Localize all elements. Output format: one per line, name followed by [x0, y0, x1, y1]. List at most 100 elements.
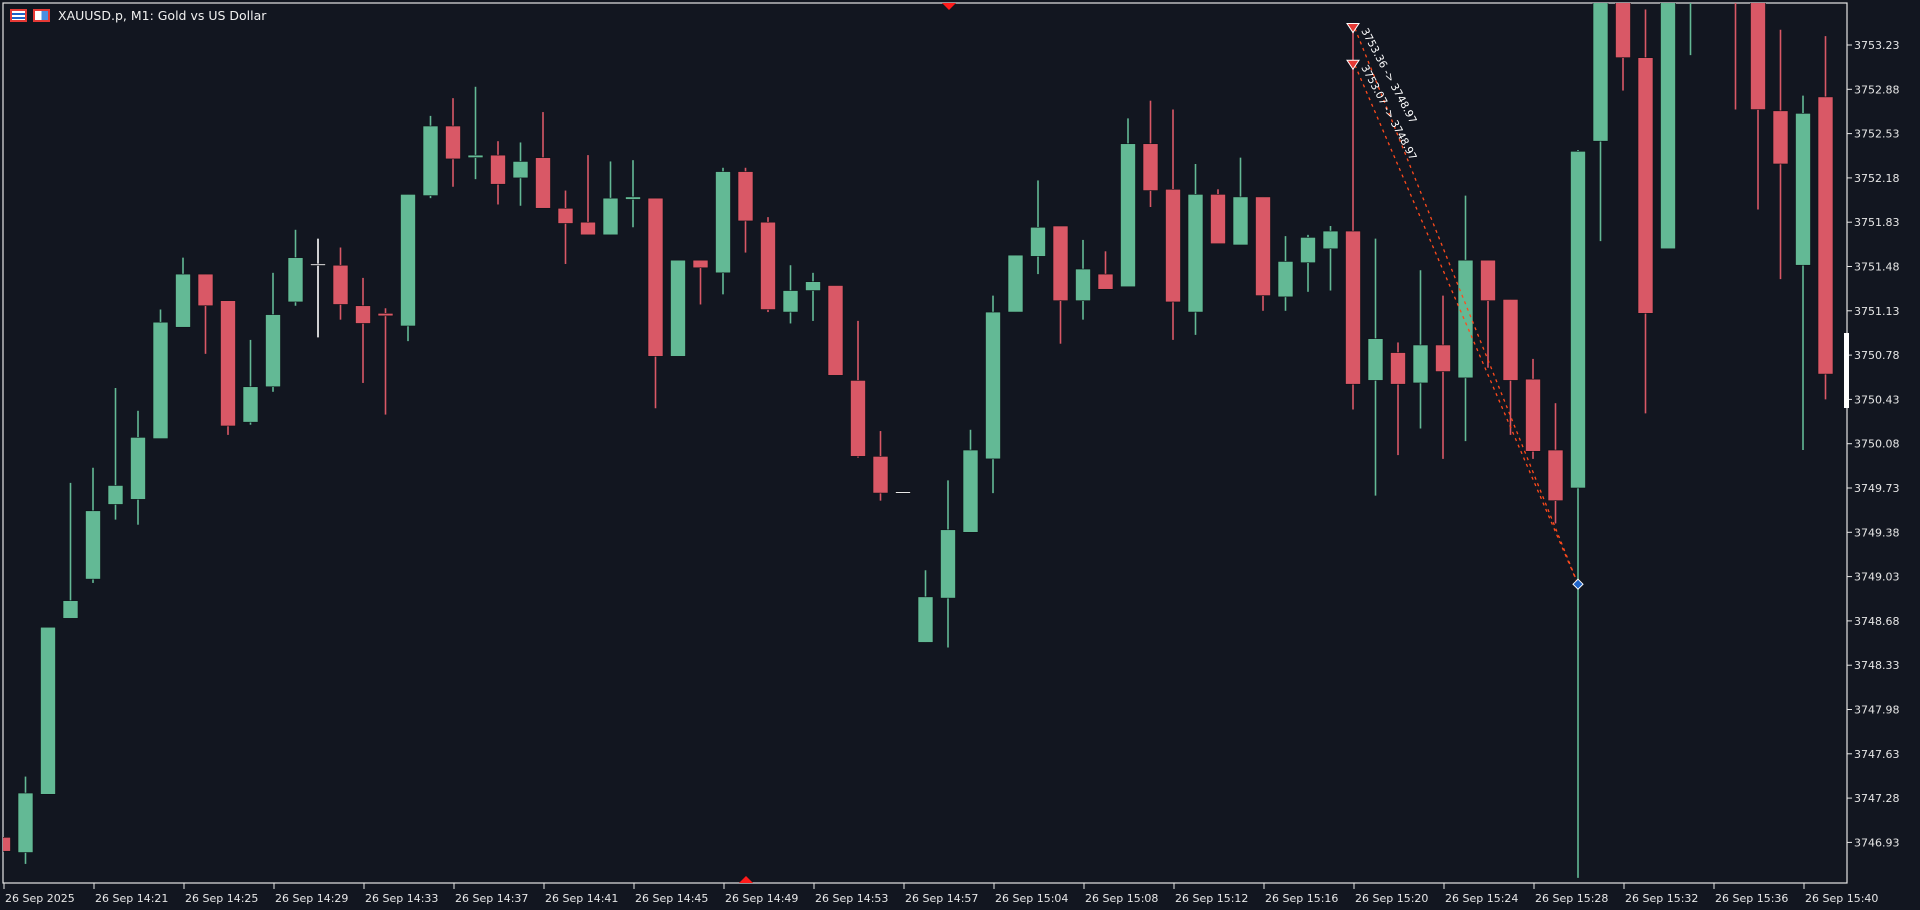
candle — [580, 155, 596, 236]
candle-body — [985, 311, 1001, 460]
candle — [557, 190, 574, 264]
candle-body — [1412, 344, 1429, 384]
candle — [782, 265, 799, 324]
price-tick-label: 3748.68 — [1854, 615, 1900, 628]
candle-body — [377, 313, 394, 317]
candle — [400, 194, 416, 342]
candle-body — [602, 197, 619, 236]
candle — [1570, 150, 1586, 878]
candle — [1120, 118, 1136, 288]
time-axis[interactable]: 26 Sep 2025 26 Sep 14:21 26 Sep 14:25 26 Se… — [3, 883, 1878, 905]
candle — [152, 309, 169, 439]
close-marker-icon[interactable] — [1572, 578, 1584, 590]
candle — [1075, 239, 1091, 320]
candle — [1592, 3, 1609, 242]
candle-body — [1007, 254, 1024, 313]
candle — [670, 259, 686, 357]
candle — [1367, 238, 1384, 496]
candle-body — [332, 264, 349, 305]
time-tick-label: 26 Sep 15:40 — [1805, 892, 1878, 905]
candle-body — [872, 456, 889, 494]
candle-body — [1367, 338, 1384, 381]
candle — [917, 570, 934, 643]
time-tick-label: 26 Sep 14:53 — [815, 892, 888, 905]
candle-body — [355, 305, 371, 324]
candle — [1660, 3, 1676, 250]
candle-body — [827, 285, 844, 376]
candle-body — [692, 259, 709, 269]
price-tick-label: 3749.38 — [1854, 526, 1900, 539]
candle-body — [1075, 268, 1091, 301]
chart-title-bar: XAUUSD.p, M1: Gold vs US Dollar — [10, 6, 266, 24]
candle — [872, 431, 889, 501]
price-tick-label: 3747.98 — [1854, 704, 1900, 717]
price-tick-label: 3749.73 — [1854, 482, 1900, 495]
candle — [1772, 29, 1789, 280]
candle-body — [1750, 3, 1766, 110]
candle-body — [1322, 230, 1339, 250]
candle — [512, 142, 529, 206]
candle — [85, 467, 101, 583]
time-tick-label: 26 Sep 15:24 — [1445, 892, 1518, 905]
period-marker-bottom-icon — [739, 876, 753, 883]
candle-body — [107, 485, 124, 505]
candle — [62, 482, 79, 619]
candle-body — [1390, 352, 1406, 385]
depth-of-market-icon[interactable] — [33, 8, 50, 22]
trade-line[interactable] — [1354, 64, 1579, 585]
candle-body — [422, 125, 439, 196]
price-tick-label: 3750.78 — [1854, 349, 1900, 362]
candle — [310, 238, 326, 338]
candle — [1525, 358, 1541, 459]
candle-body — [1232, 196, 1249, 246]
price-tick-label: 3752.88 — [1854, 83, 1900, 96]
candle-body — [1030, 226, 1046, 257]
candle — [535, 112, 551, 209]
candle — [1502, 299, 1519, 435]
candle — [377, 308, 394, 415]
price-tick-label: 3752.53 — [1854, 128, 1900, 141]
trade-line[interactable] — [1354, 28, 1579, 585]
candle — [175, 257, 191, 328]
candle-body — [220, 300, 236, 427]
candle — [1097, 251, 1114, 290]
candle — [1547, 403, 1564, 524]
candle — [1210, 189, 1226, 245]
candle-body — [512, 161, 529, 179]
candle-body — [625, 196, 641, 200]
candle — [1142, 100, 1159, 208]
candle-body — [1637, 57, 1654, 314]
time-tick-label: 26 Sep 15:04 — [995, 892, 1068, 905]
candle-body — [580, 221, 596, 236]
time-tick-label: 26 Sep 15:12 — [1175, 892, 1248, 905]
time-tick-label: 26 Sep 15:16 — [1265, 892, 1338, 905]
plot-frame — [2, 2, 1848, 884]
time-tick-label: 26 Sep 15:36 — [1715, 892, 1788, 905]
candle — [692, 259, 709, 305]
candle — [1615, 3, 1631, 91]
candle-body — [782, 290, 799, 313]
candle — [1390, 342, 1406, 456]
sell-arrow-icon[interactable] — [1346, 23, 1360, 34]
candle-body — [1660, 3, 1676, 250]
candle — [242, 339, 259, 425]
price-tick-label: 3751.48 — [1854, 261, 1900, 274]
sell-arrow-icon[interactable] — [1346, 59, 1360, 71]
candle — [1052, 225, 1069, 344]
candle-body — [1255, 196, 1271, 296]
candle-body — [1817, 96, 1834, 375]
price-axis[interactable]: 3753.23 3752.88 3752.53 3752.18 3751.83 3751.… — [1847, 39, 1900, 849]
candle-body — [400, 194, 416, 327]
candle-body — [670, 259, 686, 357]
time-tick-label: 26 Sep 15:28 — [1535, 892, 1608, 905]
candle-body — [1142, 143, 1159, 191]
candle — [962, 429, 979, 533]
price-tick-label: 3750.08 — [1854, 438, 1900, 451]
time-tick-label: 26 Sep 14:41 — [545, 892, 618, 905]
time-tick-label: 26 Sep 15:08 — [1085, 892, 1158, 905]
one-click-trading-icon[interactable] — [10, 8, 27, 22]
candle-body — [1592, 3, 1609, 142]
candle-body — [1795, 113, 1811, 266]
price-tick-label: 3749.03 — [1854, 571, 1900, 584]
